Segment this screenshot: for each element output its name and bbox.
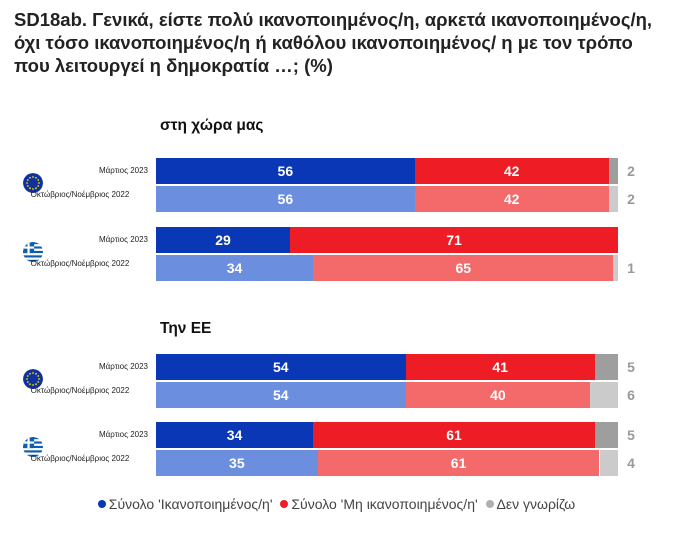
data-label: 34 [226,260,243,276]
dont-know-label: 5 [627,427,635,443]
greece-flag [23,242,43,262]
bar-dont-know [608,186,618,212]
dont-know-label: 6 [627,387,635,403]
bar-satisfied [156,450,318,476]
legend-item-not-satisfied: Σύνολο 'Μη ικανοποιημένος/η' [280,496,478,512]
row-label: Οκτώβριος/Νοέμβριος 2022 [30,259,130,268]
bar-satisfied [156,186,415,212]
row-label: Μάρτιος 2023 [99,166,148,175]
bar-satisfied [156,354,406,380]
row-label: Οκτώβριος/Νοέμβριος 2022 [30,190,130,199]
data-label: 65 [455,260,472,276]
data-label: 61 [446,427,462,443]
bar-not-satisfied [290,227,618,253]
eu-flag [23,369,43,389]
eu-flag [23,173,43,193]
data-label: 41 [492,359,508,375]
data-label: 42 [503,191,520,207]
bar-satisfied [156,422,314,448]
bar-satisfied [156,158,415,184]
section-title: στη χώρα μας [160,117,264,134]
bar-satisfied [156,255,314,281]
data-label: 42 [503,163,520,179]
legend: Σύνολο 'Ικανοποιημένος/η' Σύνολο 'Μη ικα… [0,496,673,512]
legend-dot-satisfied [97,500,106,508]
bar-not-satisfied [414,186,609,212]
bar-not-satisfied [405,354,595,380]
bar-dont-know [594,354,618,380]
section-title: Την ΕΕ [160,320,212,337]
legend-label-not-satisfied: Σύνολο 'Μη ικανοποιημένος/η' [291,496,478,512]
dont-know-label: 1 [627,260,635,276]
data-label: 40 [490,387,506,403]
legend-label-satisfied: Σύνολο 'Ικανοποιημένος/η' [108,496,273,512]
data-label: 56 [277,191,294,207]
bar-not-satisfied [405,382,591,408]
row-label: Μάρτιος 2023 [99,430,148,439]
bar-dont-know [608,158,618,184]
legend-dot-not-satisfied [280,500,289,508]
dont-know-label: 4 [627,455,635,471]
data-label: 34 [226,427,243,443]
data-label: 54 [272,359,289,375]
legend-dot-dont-know [485,500,494,508]
bar-not-satisfied [313,422,595,448]
greece-flag [23,437,43,457]
dont-know-label: 5 [627,359,635,375]
bar-dont-know [594,422,618,448]
legend-item-dont-know: Δεν γνωρίζω [485,496,576,512]
row-label: Οκτώβριος/Νοέμβριος 2022 [30,454,130,463]
data-label: 35 [229,455,245,471]
row-label: Οκτώβριος/Νοέμβριος 2022 [30,386,130,395]
bar-dont-know [590,382,618,408]
row-label: Μάρτιος 2023 [99,235,148,244]
bar-not-satisfied [313,255,614,281]
data-label: 56 [277,163,294,179]
bar-not-satisfied [414,158,609,184]
legend-label-dont-know: Δεν γνωρίζω [496,496,576,512]
chart-title: SD18ab. Γενικά, είστε πολύ ικανοποιημένο… [14,9,653,76]
dont-know-label: 2 [627,163,635,179]
bar-not-satisfied [317,450,600,476]
data-label: 61 [450,455,467,471]
data-label: 29 [215,232,231,248]
bar-dont-know [599,450,618,476]
dont-know-label: 2 [627,191,635,207]
bar-satisfied [156,227,290,253]
row-label: Μάρτιος 2023 [99,362,148,371]
bar-dont-know [613,255,618,281]
data-label: 71 [446,232,462,248]
legend-item-satisfied: Σύνολο 'Ικανοποιημένος/η' [97,496,273,512]
bar-satisfied [156,382,406,408]
data-label: 54 [272,387,289,403]
